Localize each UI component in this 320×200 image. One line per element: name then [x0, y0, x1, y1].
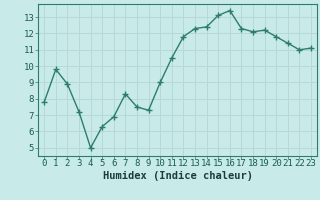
X-axis label: Humidex (Indice chaleur): Humidex (Indice chaleur) [103, 171, 252, 181]
